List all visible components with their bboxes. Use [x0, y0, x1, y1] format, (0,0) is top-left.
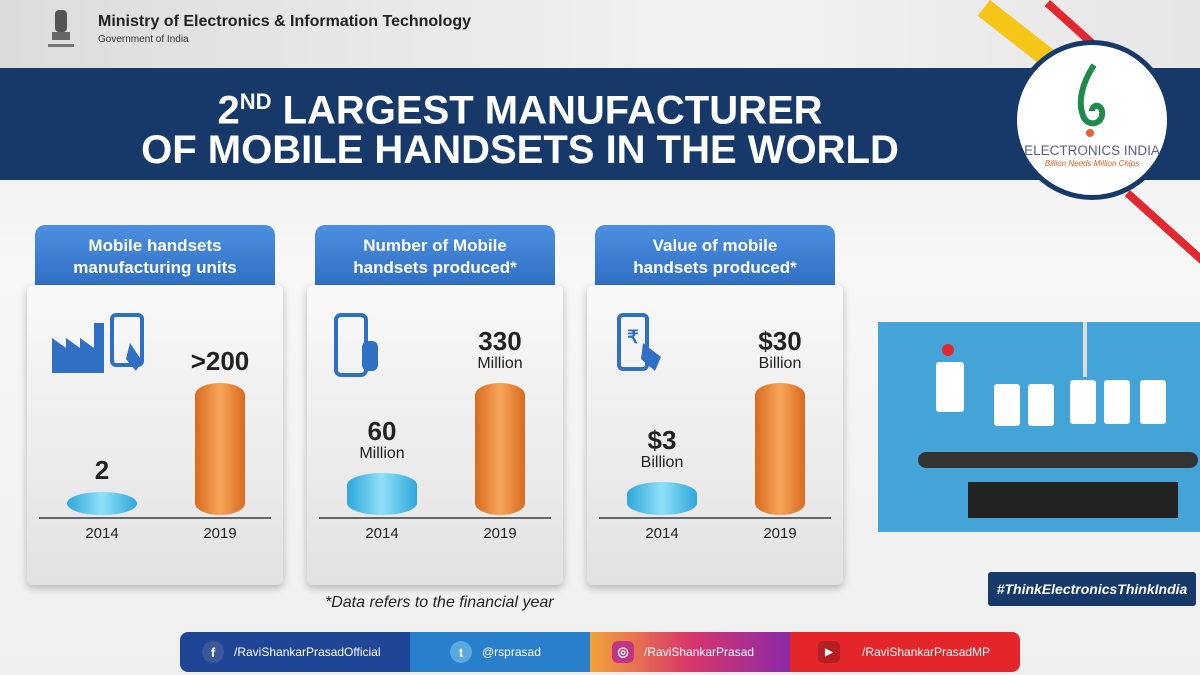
data-label: $3 Billion — [640, 425, 684, 471]
logo-tagline: Billion Needs Million Chips — [1044, 159, 1140, 168]
chart-card: 2 2014 >200 2019 — [27, 285, 283, 585]
electronics-india-logo: ELECTRONICS INDIA Billion Needs Million … — [1012, 40, 1172, 200]
data-label: $30 Billion — [758, 326, 802, 372]
instagram-handle: /RaviShankarPrasad — [644, 645, 755, 659]
chart-title: Number of Mobile handsets produced* — [315, 225, 555, 287]
x-tick-label: 2019 — [203, 525, 237, 542]
twitter-handle: @rsprasad — [482, 645, 541, 659]
facebook-handle: /RaviShankarPrasadOfficial — [234, 645, 381, 659]
x-tick-label: 2014 — [645, 525, 679, 542]
x-tick-label: 2019 — [763, 525, 797, 542]
title-line-2: OF MOBILE HANDSETS IN THE WORLD — [141, 128, 899, 172]
data-label: 330 Million — [477, 326, 523, 372]
bar-2019 — [195, 383, 245, 515]
youtube-link[interactable]: ▶ /RaviShankarPrasadMP — [790, 632, 1020, 672]
x-tick-label: 2014 — [85, 525, 119, 542]
phone-hand-icon — [332, 313, 382, 388]
footnote: *Data refers to the financial year — [325, 594, 554, 611]
hashtag-badge: #ThinkElectronicsThinkIndia — [988, 572, 1196, 606]
twitter-link[interactable]: t @rsprasad — [410, 632, 590, 672]
rupee-phone-icon: ₹ — [617, 313, 667, 378]
facebook-icon: f — [202, 641, 224, 663]
youtube-icon: ▶ — [818, 641, 840, 663]
data-label: 60 Million — [359, 416, 405, 462]
factory-phone-icon — [52, 313, 152, 378]
baseline — [39, 517, 271, 519]
chart-card: 60 Million 2014 330 Million 2019 — [307, 285, 563, 585]
x-tick-label: 2019 — [483, 525, 517, 542]
twitter-icon: t — [450, 641, 472, 663]
bar-2014 — [627, 482, 697, 515]
chart-title: Value of mobile handsets produced* — [595, 225, 835, 287]
bar-2014 — [347, 473, 417, 515]
bar-2019 — [475, 383, 525, 515]
chart-title: Mobile handsets manufacturing units — [35, 225, 275, 287]
instagram-icon: ◎ — [612, 641, 634, 663]
x-tick-label: 2014 — [365, 525, 399, 542]
logo-name: ELECTRONICS INDIA — [1024, 143, 1160, 158]
bar-2014 — [67, 492, 137, 515]
data-label: >200 — [190, 346, 250, 376]
flame-logo-icon — [1077, 63, 1106, 137]
facebook-link[interactable]: f/RaviShankarPrasadOfficial — [180, 632, 410, 672]
youtube-handle: /RaviShankarPrasadMP — [862, 645, 991, 659]
data-label: 2 — [94, 455, 110, 485]
government-label: Government of India — [98, 34, 189, 45]
ministry-name: Ministry of Electronics & Information Te… — [98, 13, 472, 30]
national-emblem-icon — [48, 10, 74, 47]
assembly-line-illustration — [878, 322, 1200, 532]
bar-2019 — [755, 383, 805, 515]
red-stripe-lower — [1124, 190, 1200, 277]
chart-card: ₹ $3 Billion 2014 $30 Billion 2019 — [587, 285, 843, 585]
baseline — [599, 517, 831, 519]
title-line-1: 2ND LARGEST MANUFACTURER — [217, 88, 823, 133]
baseline — [319, 517, 551, 519]
instagram-link[interactable]: ◎ /RaviShankarPrasad — [590, 632, 790, 672]
title-banner: 2ND LARGEST MANUFACTURER OF MOBILE HANDS… — [0, 68, 1200, 180]
svg-text:₹: ₹ — [627, 327, 639, 347]
